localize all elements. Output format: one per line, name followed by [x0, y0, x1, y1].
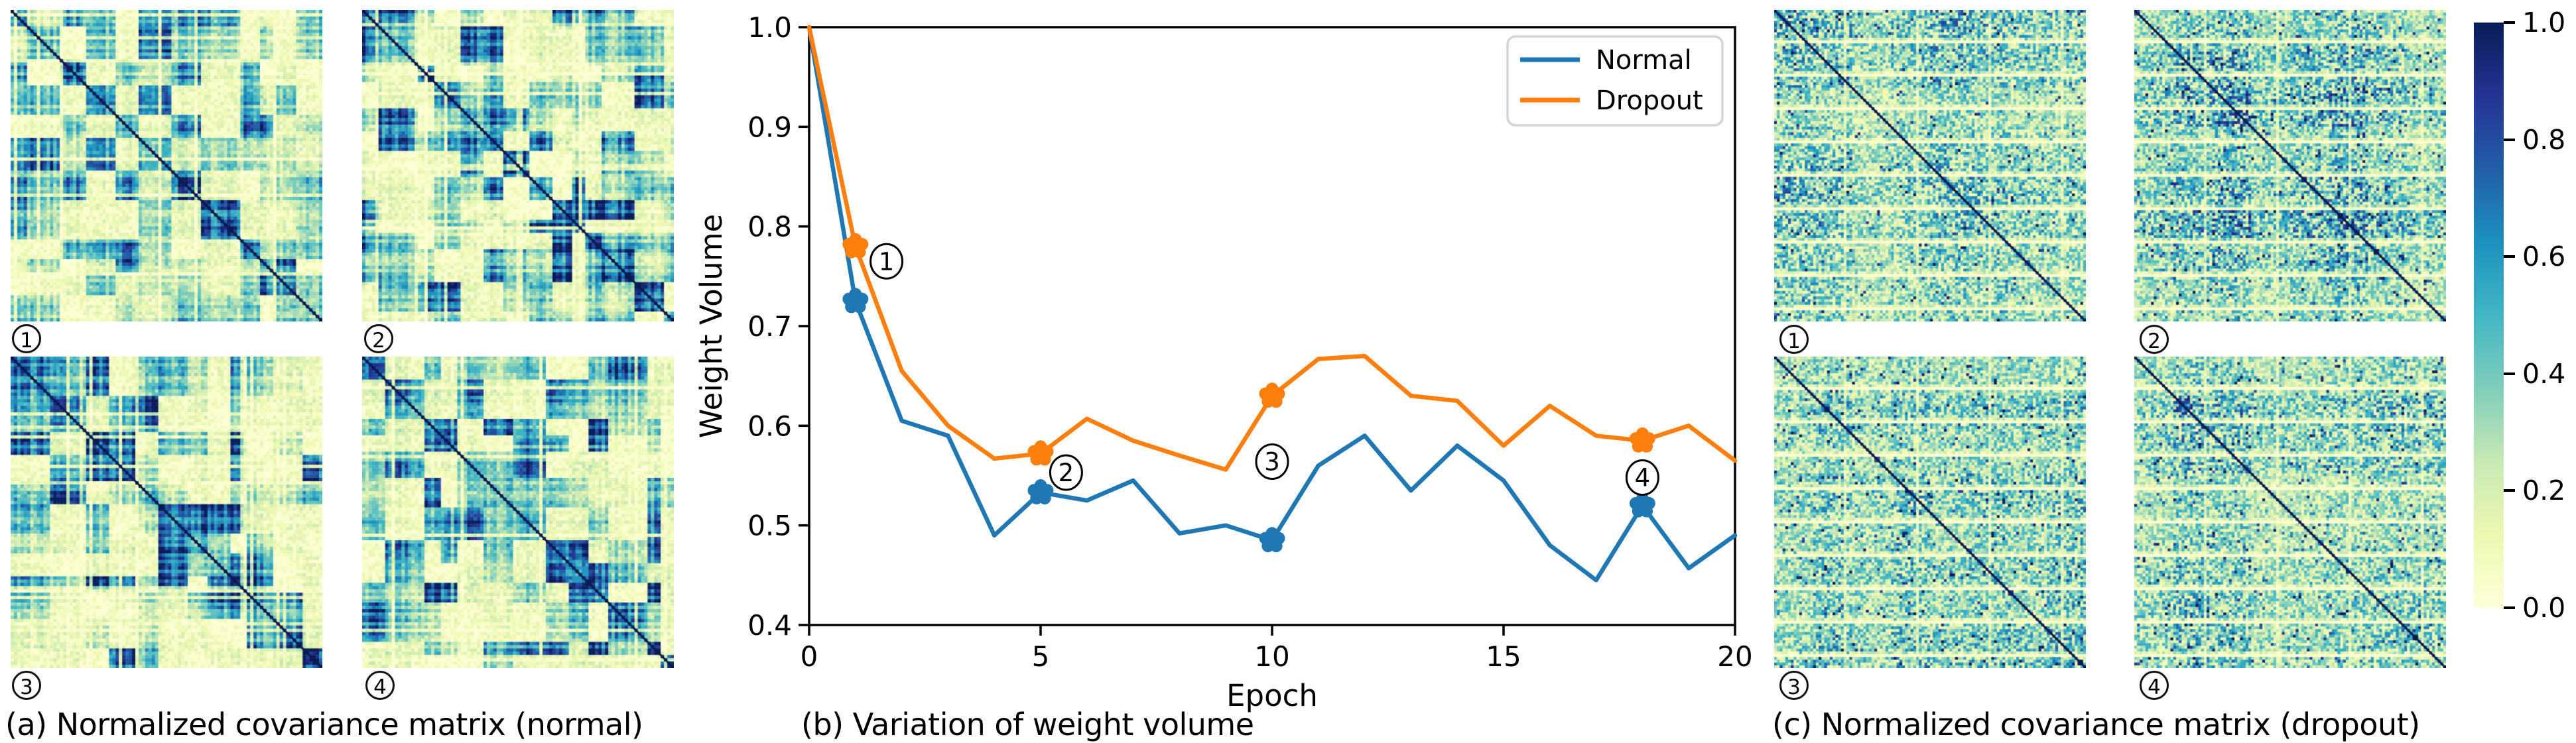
legend-label-normal: Normal — [1596, 45, 1692, 76]
annotation-circle — [869, 243, 904, 280]
covariance-heatmap-c2 — [2134, 10, 2446, 321]
series-marker — [1635, 498, 1649, 513]
colorbar-tick-label: 0.0 — [2522, 592, 2566, 624]
series-normal — [806, 25, 1738, 583]
panel-a-label-3: 3 — [12, 671, 41, 700]
covariance-heatmap-a1 — [11, 10, 322, 321]
panel-a-label-2: 2 — [364, 324, 393, 353]
covariance-heatmap-c1 — [1774, 10, 2086, 321]
colorbar-tick-label: 0.6 — [2522, 241, 2566, 273]
series-marker — [848, 294, 863, 308]
colorbar-tick-label: 0.4 — [2522, 357, 2566, 390]
x-tick-label: 15 — [1486, 640, 1521, 673]
annotation-circle — [1049, 454, 1083, 491]
series-marker — [1033, 446, 1048, 461]
panel-a-label-1: 1 — [12, 324, 41, 353]
panel-c-label-3: 3 — [1779, 671, 1809, 700]
covariance-heatmap-a3 — [11, 357, 322, 668]
y-tick-label: 0.7 — [747, 310, 792, 343]
annotation-4: 4 — [1625, 459, 1659, 496]
x-tick-label: 20 — [1717, 640, 1752, 673]
annotation-circle — [1625, 459, 1659, 496]
colorbar-tick — [2504, 138, 2515, 141]
panel-c-label-1: 1 — [1779, 325, 1809, 354]
covariance-heatmap-a4 — [362, 357, 674, 668]
covariance-heatmap-c4 — [2134, 357, 2446, 668]
y-tick-label: 0.6 — [747, 410, 792, 442]
series-marker — [848, 239, 863, 254]
annotation-digit: 4 — [1635, 464, 1651, 492]
x-axis-label: Epoch — [1226, 678, 1318, 713]
panel-b-caption: (b) Variation of weight volume — [801, 707, 1254, 742]
legend-label-dropout: Dropout — [1596, 86, 1703, 116]
y-tick-label: 1.0 — [747, 11, 792, 44]
colorbar-tick — [2504, 21, 2515, 24]
colorbar-tick — [2504, 255, 2515, 258]
annotation-circle — [1255, 443, 1289, 480]
y-axis-label: Weight Volume — [694, 214, 729, 438]
series-marker — [1265, 388, 1279, 403]
y-tick-label: 0.4 — [747, 609, 792, 642]
colorbar-tick — [2504, 606, 2515, 609]
annotation-2: 2 — [1049, 454, 1083, 491]
colorbar-tick-label: 1.0 — [2522, 7, 2566, 38]
colorbar-tick — [2504, 372, 2515, 375]
series-marker — [1265, 533, 1279, 547]
annotation-1: 1 — [869, 243, 904, 280]
colorbar-tick — [2504, 489, 2515, 492]
x-tick-label: 10 — [1254, 640, 1289, 673]
x-tick-label: 5 — [1032, 640, 1050, 673]
x-tick-label: 0 — [801, 640, 818, 673]
panel-a-caption: (a) Normalized covariance matrix (normal… — [5, 707, 643, 742]
panel-c-caption: (c) Normalized covariance matrix (dropou… — [1772, 707, 2420, 742]
annotation-digit: 3 — [1264, 447, 1280, 476]
colorbar-tick-label: 0.8 — [2522, 123, 2566, 156]
colorbar-tick-label: 0.2 — [2522, 475, 2566, 507]
annotation-3: 3 — [1255, 443, 1289, 480]
y-tick-label: 0.9 — [747, 111, 792, 143]
y-tick-label: 0.8 — [747, 211, 792, 243]
panel-c-label-4: 4 — [2140, 671, 2169, 700]
covariance-heatmap-c3 — [1774, 357, 2086, 668]
panel-a-label-4: 4 — [365, 671, 395, 700]
y-tick-label: 0.5 — [747, 510, 792, 542]
annotation-digit: 1 — [879, 247, 895, 276]
covariance-heatmap-a2 — [362, 10, 674, 321]
panel-c-label-2: 2 — [2140, 325, 2169, 354]
weight-volume-chart: 0 5 10 15 20 0.4 0.5 0.6 0.7 0.8 0.9 1.0 Epoch Weight… — [694, 11, 1753, 713]
colorbar — [2474, 23, 2504, 608]
annotation-digit: 2 — [1059, 459, 1074, 487]
series-marker — [1635, 433, 1649, 448]
legend: Normal Dropout — [1506, 35, 1724, 127]
series-dropout — [806, 25, 1738, 472]
series-marker — [1033, 485, 1048, 500]
